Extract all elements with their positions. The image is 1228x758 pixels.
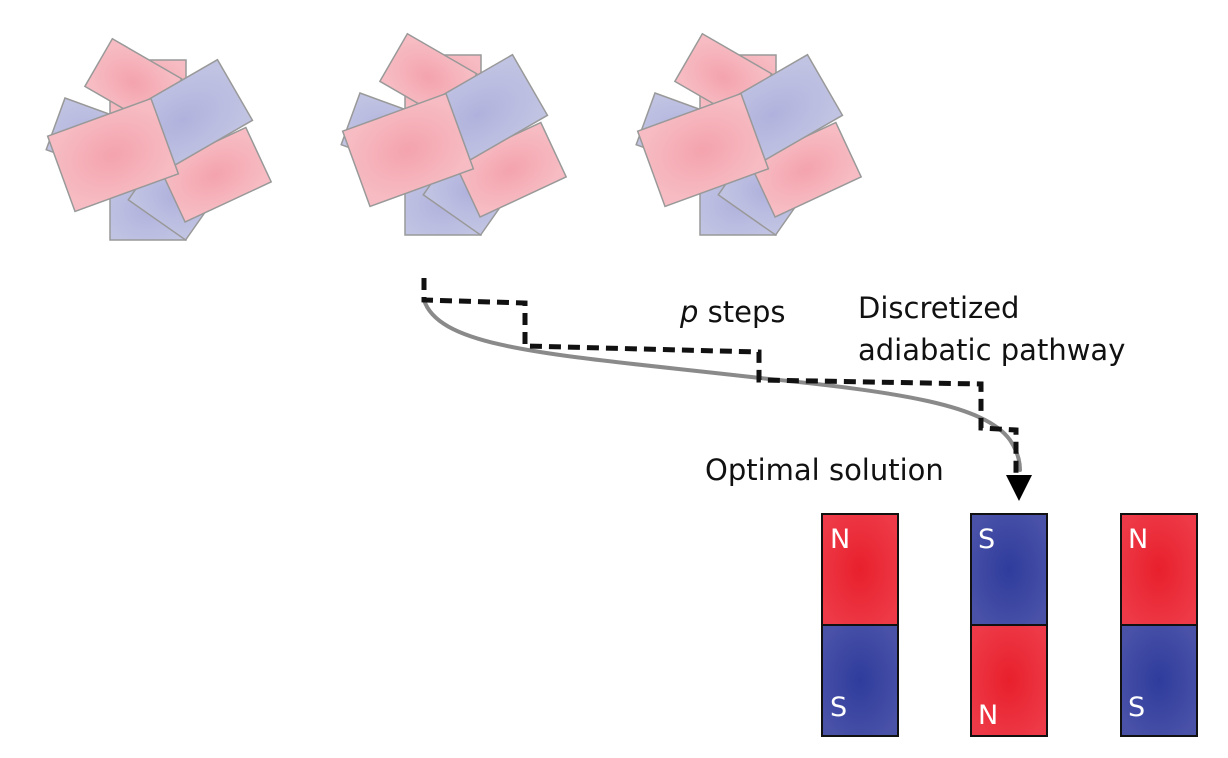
superposition-cluster-2 <box>340 33 567 236</box>
adiabatic-curve <box>422 298 1022 472</box>
magnet-3-top-pole: N <box>1128 524 1148 555</box>
discretized-steps <box>421 278 1019 478</box>
magnet-1-top-pole: N <box>830 524 850 555</box>
magnet-3-bottom-pole: S <box>1128 692 1145 723</box>
magnet-2-bottom-pole: N <box>978 700 998 731</box>
magnet-2-top-pole: S <box>978 524 995 555</box>
arrow-head <box>1006 475 1032 501</box>
magnet-1: N S <box>821 513 899 737</box>
magnet-3: N S <box>1120 513 1198 737</box>
steps-label: p steps <box>679 295 785 329</box>
optimal-solution-label: Optimal solution <box>705 453 944 487</box>
pathway-label-line1: Discretized <box>858 291 1019 325</box>
pathway-label-line2: adiabatic pathway <box>858 333 1125 367</box>
magnet-2: S N <box>970 513 1048 737</box>
magnet-1-bottom-pole: S <box>830 692 847 723</box>
superposition-cluster-1 <box>45 38 272 241</box>
superposition-cluster-3 <box>635 33 862 236</box>
